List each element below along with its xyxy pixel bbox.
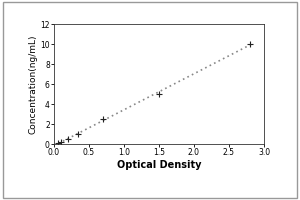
X-axis label: Optical Density: Optical Density — [117, 160, 201, 170]
Y-axis label: Concentration(ng/mL): Concentration(ng/mL) — [28, 34, 38, 134]
